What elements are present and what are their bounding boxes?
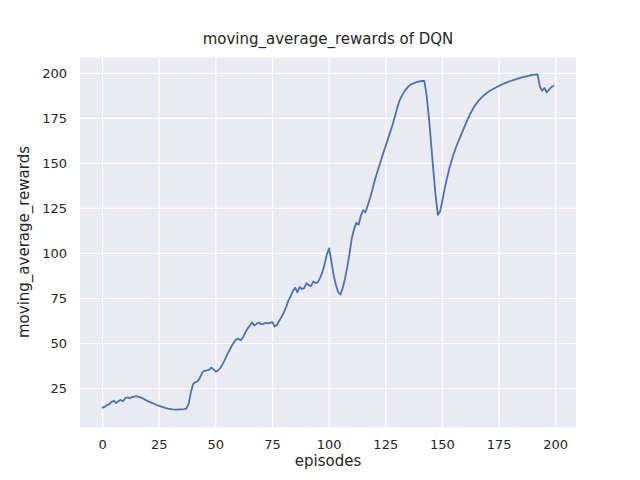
chart-title: moving_average_rewards of DQN: [80, 30, 576, 48]
x-tick-label: 25: [151, 437, 168, 452]
figure-canvas: 0 25 50 75 100 125 150 175 200 25 50 75 100 125 150 175…: [0, 0, 640, 480]
x-axis-label: episodes: [80, 452, 576, 470]
x-tick-label: 125: [373, 437, 398, 452]
plot-area: 0 25 50 75 100 125 150 175 200 25 50 75 100 125 150 175…: [0, 0, 640, 480]
y-tick-label: 150: [42, 156, 67, 171]
x-tick-label: 150: [430, 437, 455, 452]
y-tick-label: 100: [42, 246, 67, 261]
axes-background: [80, 58, 576, 428]
x-tick-label: 100: [317, 437, 342, 452]
x-tick-label: 0: [98, 437, 106, 452]
y-tick-label: 200: [42, 66, 67, 81]
y-tick-label: 125: [42, 201, 67, 216]
y-tick-label: 175: [42, 111, 67, 126]
y-tick-label: 25: [50, 381, 67, 396]
y-tick-label: 50: [50, 336, 67, 351]
y-axis-label: moving_average_rewards: [15, 146, 33, 338]
x-tick-label: 200: [543, 437, 568, 452]
y-tick-label: 75: [50, 291, 67, 306]
x-tick-label: 175: [487, 437, 512, 452]
x-tick-label: 50: [208, 437, 225, 452]
x-tick-label: 75: [264, 437, 281, 452]
